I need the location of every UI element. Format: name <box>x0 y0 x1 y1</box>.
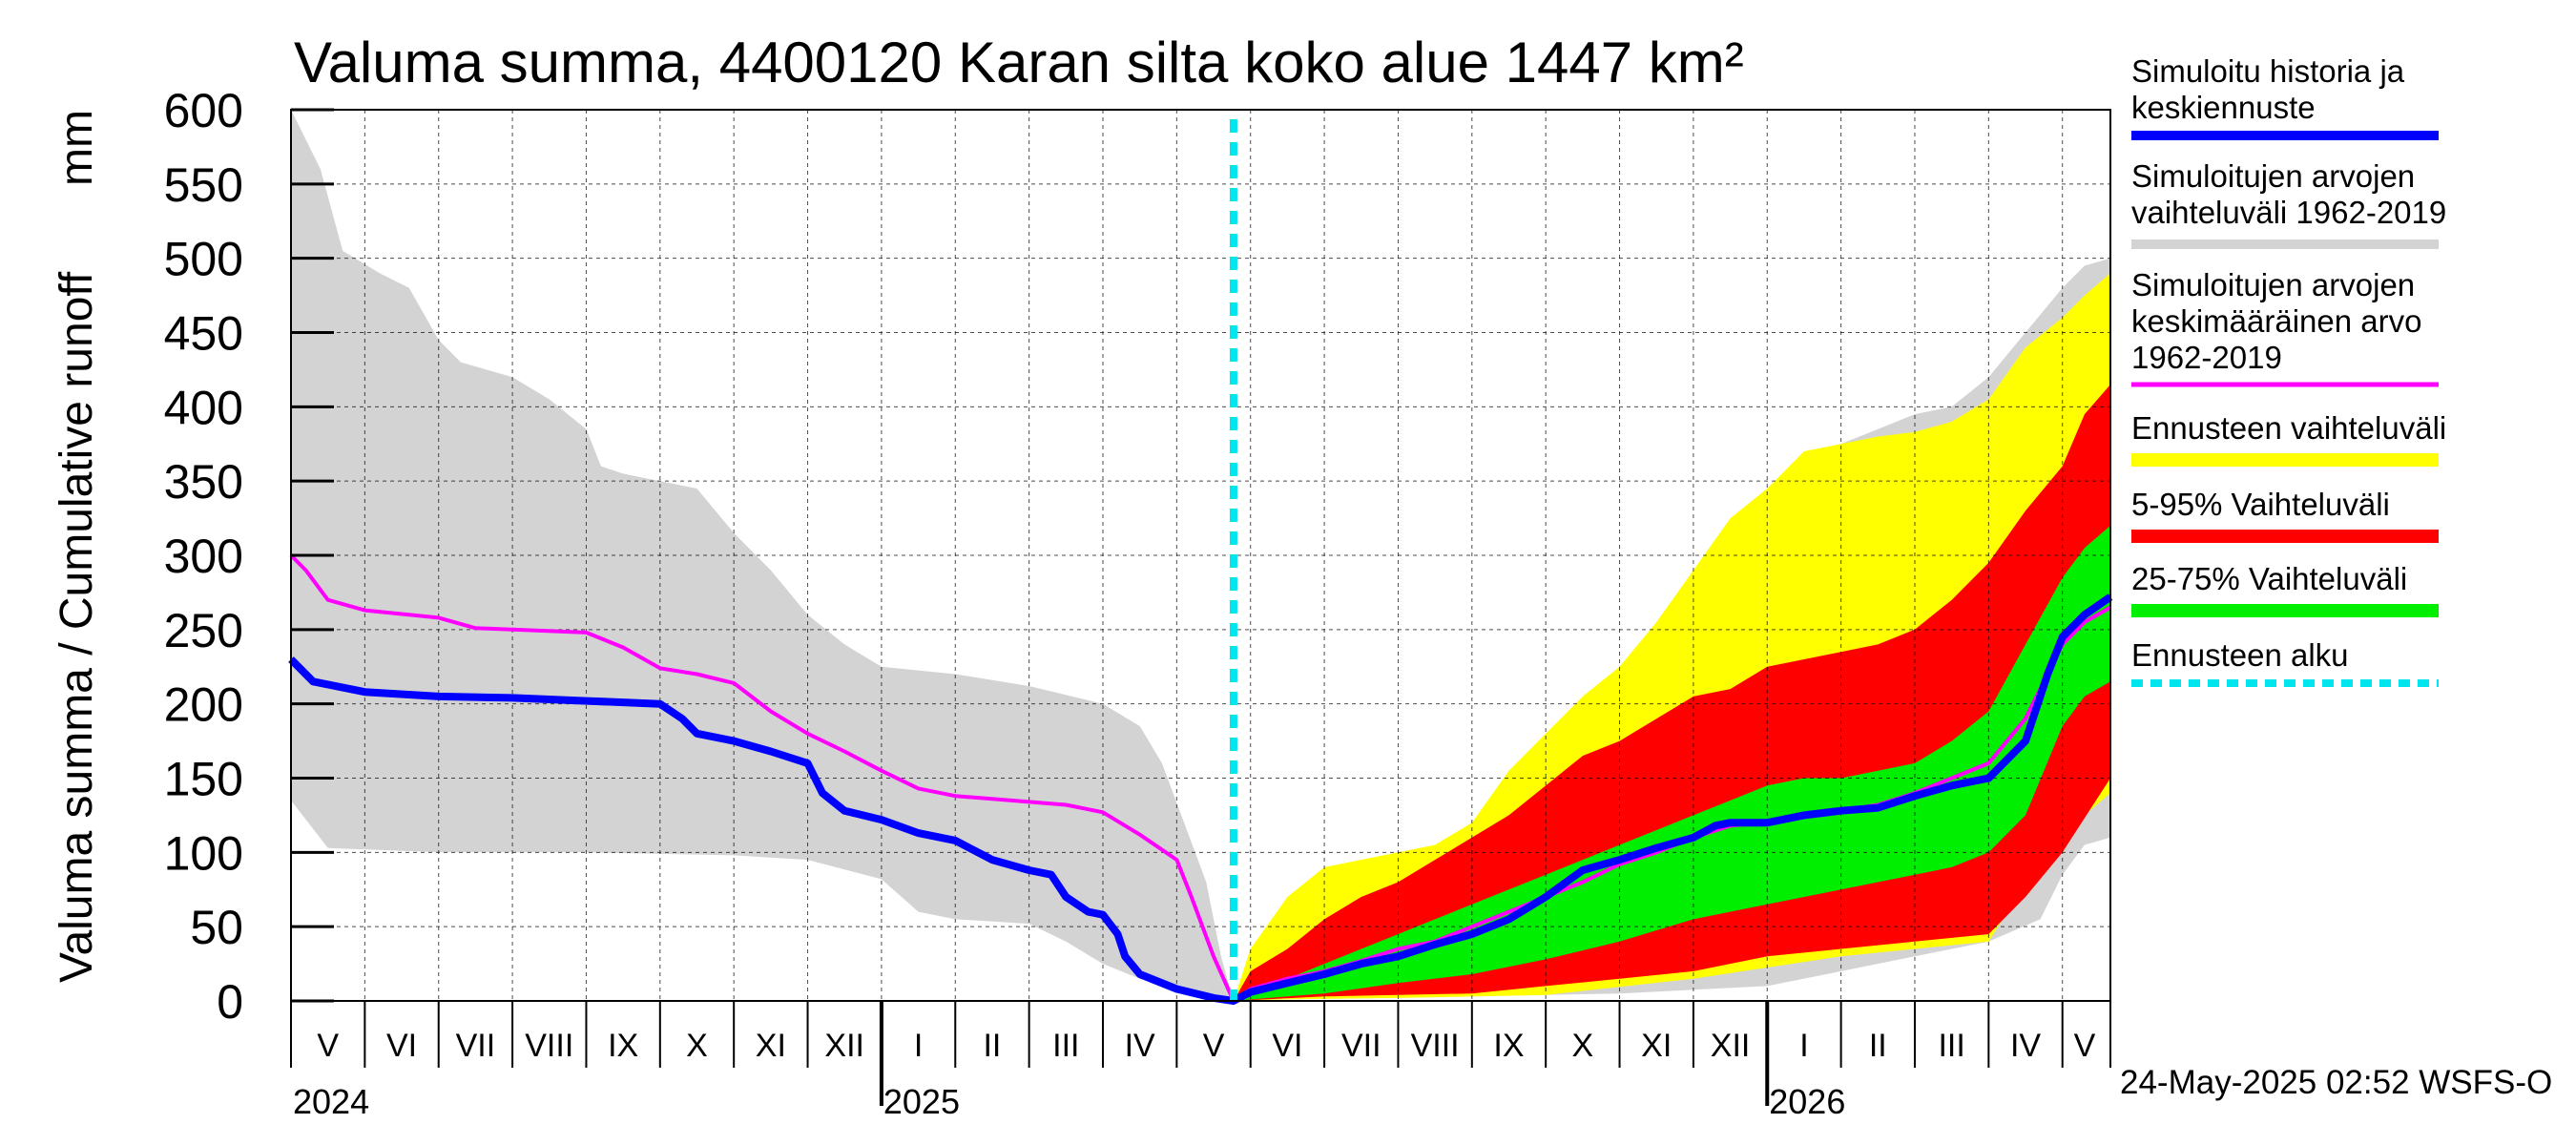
month-label: VII <box>456 1028 496 1064</box>
y-tick-label: 50 <box>190 901 243 954</box>
month-label: X <box>686 1028 708 1064</box>
timestamp: 24-May-2025 02:52 WSFS-O <box>2120 1064 2552 1101</box>
chart-title: Valuma summa, 4400120 Karan silta koko a… <box>294 31 1744 94</box>
year-label: 2026 <box>1769 1082 1845 1121</box>
y-tick-label: 300 <box>164 530 243 583</box>
month-label: XII <box>1711 1028 1751 1064</box>
month-label: XII <box>824 1028 864 1064</box>
range-25-75-band <box>1233 525 2110 1001</box>
legend-label: keskimääräinen arvo <box>2131 303 2421 339</box>
month-label: II <box>1869 1028 1887 1064</box>
legend-label: Simuloitu historia ja <box>2131 53 2405 89</box>
month-label: II <box>983 1028 1001 1064</box>
y-axis-unit: mm <box>52 110 102 186</box>
y-tick-label: 0 <box>217 975 243 1029</box>
y-tick-label: 400 <box>164 381 243 434</box>
month-label: VIII <box>525 1028 573 1064</box>
median-history-line <box>288 593 2113 1005</box>
grid-lines <box>291 109 2110 1001</box>
y-tick-label: 150 <box>164 753 243 806</box>
y-tick-label: 450 <box>164 307 243 361</box>
month-label: IV <box>2010 1028 2041 1064</box>
month-label: IX <box>1493 1028 1524 1064</box>
legend-label: Ennusteen alku <box>2131 637 2349 673</box>
legend-label: Simuloitujen arvojen <box>2131 158 2415 194</box>
month-label: IV <box>1125 1028 1155 1064</box>
month-label: I <box>1799 1028 1808 1064</box>
series-lines <box>288 119 2113 1005</box>
month-label: VIII <box>1411 1028 1460 1064</box>
month-label: XI <box>756 1028 786 1064</box>
legend-label: 1962-2019 <box>2131 340 2282 375</box>
month-label: VI <box>1272 1028 1302 1064</box>
y-tick-label: 100 <box>164 826 243 880</box>
month-label: III <box>1052 1028 1079 1064</box>
month-label: X <box>1572 1028 1594 1064</box>
month-label: V <box>317 1028 339 1064</box>
month-label: VI <box>386 1028 417 1064</box>
month-label: V <box>2074 1028 2096 1064</box>
y-tick-label: 250 <box>164 604 243 657</box>
legend-label: vaihteluväli 1962-2019 <box>2131 195 2446 230</box>
y-tick-label: 600 <box>164 84 243 137</box>
legend-label: Ennusteen vaihteluväli <box>2131 410 2446 446</box>
legend-label: keskiennuste <box>2131 90 2316 125</box>
legend-label: 5-95% Vaihteluväli <box>2131 487 2390 522</box>
month-label: V <box>1203 1028 1225 1064</box>
range-bands <box>291 110 2110 1001</box>
legend-label: Simuloitujen arvojen <box>2131 267 2415 302</box>
y-tick-label: 200 <box>164 678 243 732</box>
y-tick-label: 350 <box>164 455 243 509</box>
month-label: III <box>1938 1028 1964 1064</box>
y-axis-label: Valuma summa / Cumulative runoff <box>52 271 102 983</box>
month-label: IX <box>608 1028 638 1064</box>
month-label: I <box>914 1028 923 1064</box>
year-label: 2024 <box>293 1082 369 1121</box>
y-tick-label: 500 <box>164 233 243 286</box>
year-label: 2025 <box>883 1082 960 1121</box>
legend-label: 25-75% Vaihteluväli <box>2131 561 2407 596</box>
y-tick-label: 550 <box>164 158 243 212</box>
month-label: VII <box>1341 1028 1381 1064</box>
month-label: XI <box>1641 1028 1672 1064</box>
